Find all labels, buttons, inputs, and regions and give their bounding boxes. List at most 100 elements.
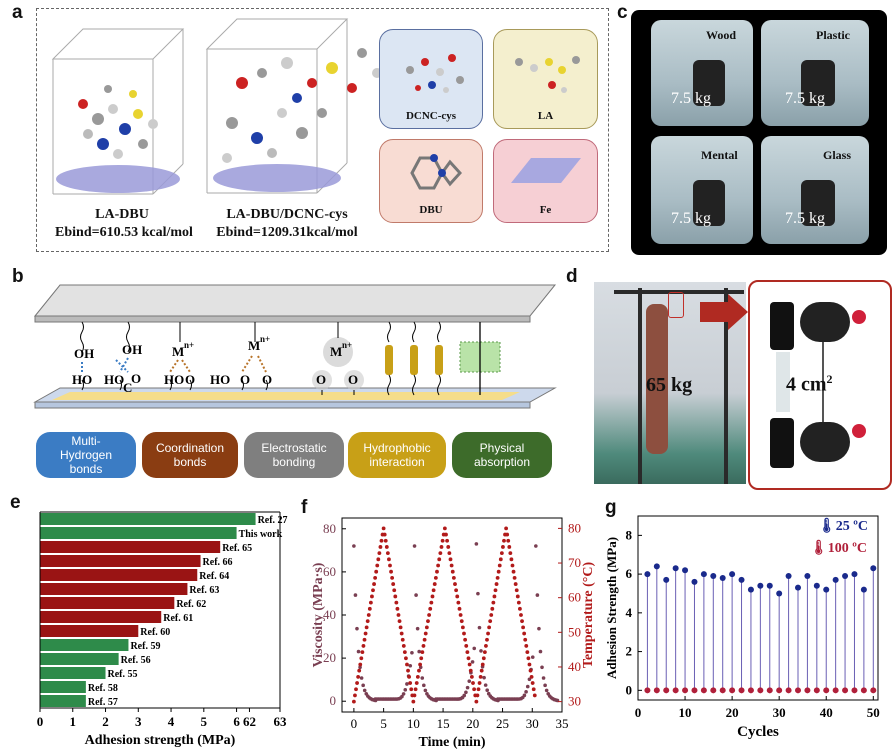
temperature-point xyxy=(468,668,473,673)
x-tick-label: 20 xyxy=(466,716,479,731)
point-100c xyxy=(766,687,773,694)
viscosity-point xyxy=(465,685,470,690)
y-tick-label: 2 xyxy=(626,644,633,659)
temperature-point xyxy=(509,557,514,562)
x-tick-label: 25 xyxy=(496,716,509,731)
chart-e-adhesion-bars: Ref. 27 This work Ref. 65 Ref. 66 Ref. 64 Ref… xyxy=(37,511,288,748)
temperature-point xyxy=(448,557,453,562)
temperature-point xyxy=(396,613,401,617)
point-25c xyxy=(766,582,773,589)
point-100c xyxy=(747,687,754,694)
temperature-point xyxy=(444,532,448,537)
viscosity-point xyxy=(353,593,358,597)
temperature-point xyxy=(493,588,498,593)
dumbbell-icon xyxy=(801,60,835,106)
temperature-point xyxy=(481,656,486,661)
point-100c xyxy=(663,687,670,694)
temperature-point xyxy=(467,662,472,667)
group-ho-2: HO xyxy=(104,372,124,387)
viscosity-point xyxy=(417,649,421,654)
label-plastic: Plastic xyxy=(816,28,850,42)
label-area: 4 cm2 xyxy=(786,372,833,397)
bar-this-work xyxy=(40,527,237,539)
temperature-point xyxy=(514,588,519,593)
dumbbell-icon xyxy=(693,180,725,226)
temperature-point xyxy=(407,674,412,679)
y-tick-label: 8 xyxy=(626,527,633,542)
y-tick-label: 4 xyxy=(626,605,633,620)
temperature-point xyxy=(453,582,457,586)
point-25c xyxy=(747,586,754,593)
point-25c xyxy=(700,571,707,578)
temperature-point xyxy=(385,551,390,556)
molecule-cluster xyxy=(222,48,382,163)
temperature-point xyxy=(366,613,371,617)
point-100c xyxy=(682,687,689,694)
temperature-point xyxy=(505,532,510,537)
viscosity-point xyxy=(362,688,367,693)
point-100c xyxy=(851,687,858,694)
viscosity-point xyxy=(476,591,480,596)
group-c-1: C xyxy=(123,380,132,395)
temperature-point xyxy=(382,532,387,537)
group-ho-1: HO xyxy=(72,372,92,387)
temperature-point xyxy=(383,538,388,543)
y-tick-label: 60 xyxy=(323,564,336,579)
temperature-point xyxy=(421,644,426,648)
group-ho-3: HO xyxy=(164,372,184,387)
temperature-point xyxy=(375,563,380,568)
viscosity-point xyxy=(355,626,359,631)
temperature-point xyxy=(476,687,481,692)
x-tick-label: 10 xyxy=(407,716,420,731)
weight-wood: 7.5 kg xyxy=(671,90,711,107)
temperature-point xyxy=(422,637,427,642)
viscosity-point xyxy=(462,693,467,698)
point-100c xyxy=(776,687,783,694)
temperature-point xyxy=(384,545,389,549)
x-tick-label: 0 xyxy=(37,714,44,729)
x-axis-title: Adhesion strength (MPa) xyxy=(85,733,236,748)
temperature-point xyxy=(479,668,484,673)
x-tick-label: 20 xyxy=(726,705,739,720)
group-o-5: O xyxy=(316,372,326,387)
temperature-point xyxy=(484,644,488,648)
x-tick-label: 5 xyxy=(380,716,387,731)
ebind-la-dbu: Ebind=610.53 kcal/mol xyxy=(55,225,193,240)
bar-ref-65 xyxy=(40,541,221,553)
adhesive-highlight-box xyxy=(668,292,684,318)
temperature-point xyxy=(532,693,537,698)
photo-glass: Glass 7.5 kg xyxy=(761,136,869,244)
viscosity-point xyxy=(474,542,479,546)
temperature-point xyxy=(458,613,463,617)
bar-label: Ref. 55 xyxy=(108,669,138,680)
weight-plastic: 7.5 kg xyxy=(785,90,825,107)
temperature-point xyxy=(521,625,525,630)
x-tick-label: 0 xyxy=(635,705,642,720)
temperature-point xyxy=(358,662,363,667)
temperature-point xyxy=(401,644,406,648)
x-tick-label: 15 xyxy=(437,716,450,731)
panel-label-a: a xyxy=(12,2,23,23)
temperature-point xyxy=(370,594,374,599)
y2-tick-label: 30 xyxy=(568,694,581,709)
viscosity-point xyxy=(358,665,362,670)
point-100c xyxy=(691,687,698,694)
temperature-point xyxy=(395,606,400,611)
temperature-point xyxy=(432,582,437,586)
point-25c xyxy=(870,565,877,572)
temperature-point xyxy=(507,545,512,549)
molecule-cluster xyxy=(78,85,158,159)
point-100c xyxy=(813,687,820,694)
temperature-point xyxy=(462,631,466,636)
temperature-point xyxy=(435,569,439,574)
temperature-point xyxy=(372,582,376,586)
temperature-point xyxy=(512,575,517,580)
temperature-point xyxy=(379,538,384,543)
bar-ref-66 xyxy=(40,555,201,567)
temperature-point xyxy=(463,637,468,642)
temperature-point xyxy=(357,668,362,673)
temperature-point xyxy=(486,631,490,636)
temperature-point xyxy=(449,563,454,568)
temperature-point xyxy=(506,538,511,543)
x-tick-label: 6 xyxy=(233,714,240,729)
